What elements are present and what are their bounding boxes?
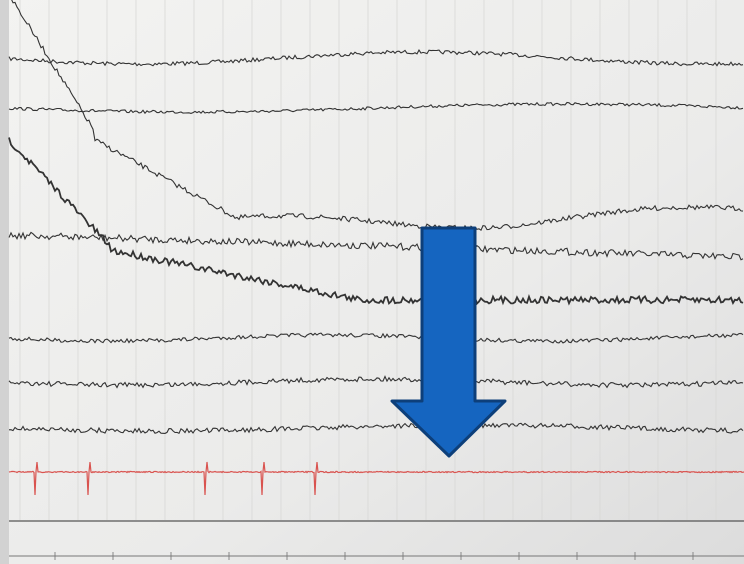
screen-edge: [0, 0, 9, 564]
